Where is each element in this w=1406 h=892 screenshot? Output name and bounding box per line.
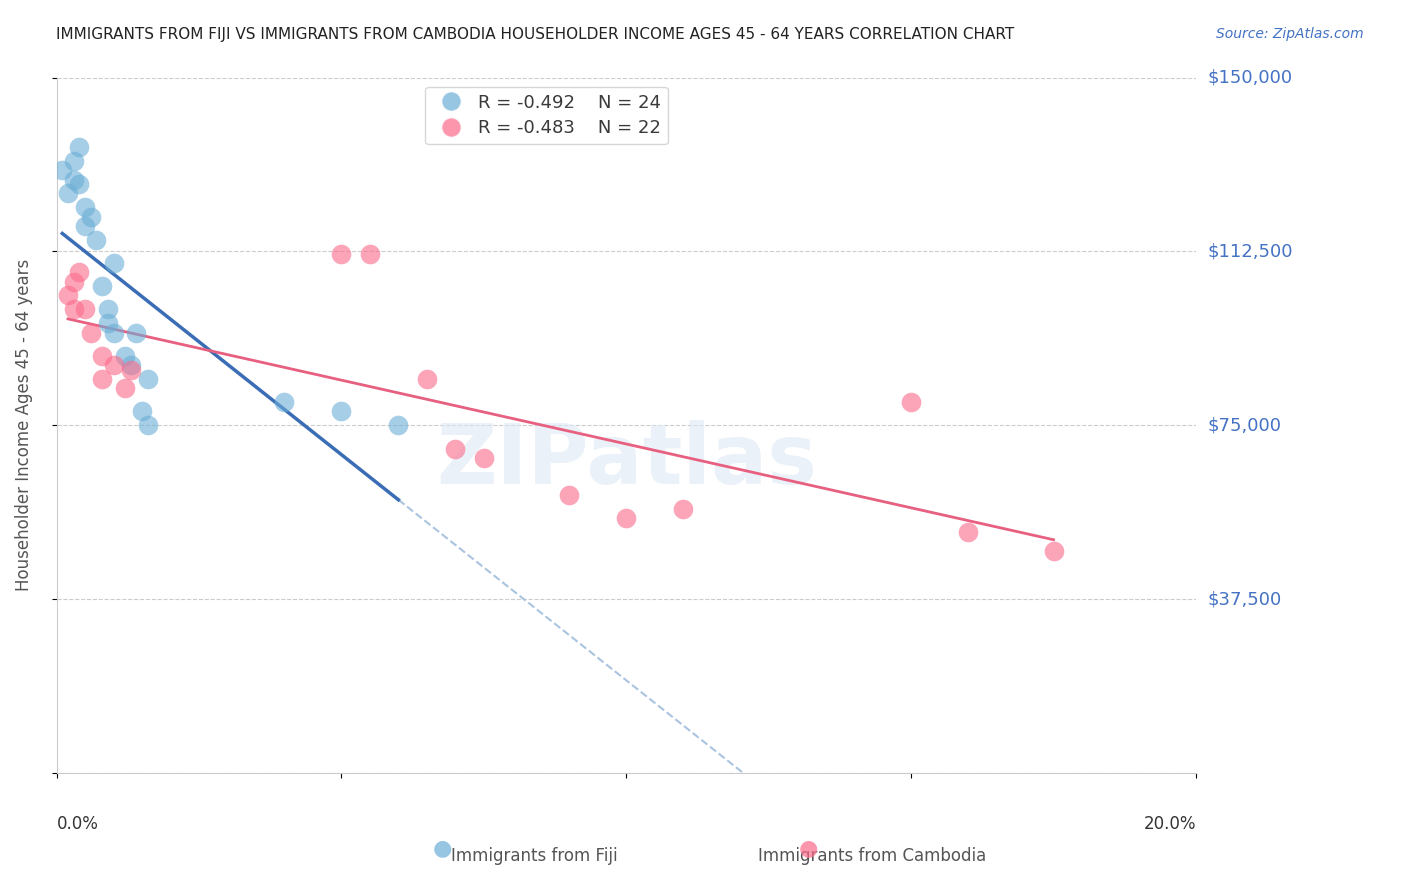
Point xyxy=(97,302,120,317)
Point xyxy=(558,488,581,502)
Point xyxy=(67,140,90,154)
Point xyxy=(62,302,84,317)
Point xyxy=(120,362,142,376)
Point xyxy=(444,442,467,456)
Point xyxy=(80,326,103,340)
Point xyxy=(51,163,73,178)
Point xyxy=(67,177,90,191)
Point xyxy=(56,186,79,201)
Point xyxy=(103,358,125,372)
Point xyxy=(330,246,353,260)
Point xyxy=(614,511,637,525)
Text: ●: ● xyxy=(433,838,453,858)
Point xyxy=(62,172,84,186)
Point xyxy=(136,418,159,433)
Point xyxy=(91,279,114,293)
Point xyxy=(114,349,136,363)
Point xyxy=(120,358,142,372)
Text: $150,000: $150,000 xyxy=(1208,69,1292,87)
Text: 20.0%: 20.0% xyxy=(1143,815,1197,833)
Point xyxy=(416,372,439,386)
Point xyxy=(97,316,120,330)
Text: 0.0%: 0.0% xyxy=(56,815,98,833)
Point xyxy=(387,418,409,433)
Text: Immigrants from Cambodia: Immigrants from Cambodia xyxy=(758,847,986,865)
Point xyxy=(273,395,295,409)
Point xyxy=(91,349,114,363)
Point xyxy=(80,210,103,224)
Point xyxy=(957,524,980,539)
Point xyxy=(103,256,125,270)
Point xyxy=(136,372,159,386)
Point xyxy=(359,246,381,260)
Point xyxy=(56,288,79,302)
Point xyxy=(75,200,97,214)
Point xyxy=(472,450,495,465)
Point xyxy=(67,265,90,279)
Point xyxy=(1042,543,1064,558)
Point xyxy=(91,372,114,386)
Text: ●: ● xyxy=(799,838,818,858)
Point xyxy=(75,302,97,317)
Text: IMMIGRANTS FROM FIJI VS IMMIGRANTS FROM CAMBODIA HOUSEHOLDER INCOME AGES 45 - 64: IMMIGRANTS FROM FIJI VS IMMIGRANTS FROM … xyxy=(56,27,1015,42)
Point xyxy=(75,219,97,233)
Text: Source: ZipAtlas.com: Source: ZipAtlas.com xyxy=(1216,27,1364,41)
Point xyxy=(103,326,125,340)
Point xyxy=(672,501,695,516)
Y-axis label: Householder Income Ages 45 - 64 years: Householder Income Ages 45 - 64 years xyxy=(15,260,32,591)
Text: Immigrants from Fiji: Immigrants from Fiji xyxy=(451,847,617,865)
Text: $37,500: $37,500 xyxy=(1208,591,1281,608)
Point xyxy=(131,404,153,418)
Point xyxy=(62,153,84,168)
Point xyxy=(86,233,108,247)
Legend: R = -0.492    N = 24, R = -0.483    N = 22: R = -0.492 N = 24, R = -0.483 N = 22 xyxy=(425,87,668,145)
Point xyxy=(330,404,353,418)
Point xyxy=(900,395,922,409)
Point xyxy=(125,326,148,340)
Point xyxy=(114,381,136,395)
Point xyxy=(62,275,84,289)
Text: $75,000: $75,000 xyxy=(1208,417,1281,434)
Text: ZIPatlas: ZIPatlas xyxy=(436,419,817,500)
Text: $112,500: $112,500 xyxy=(1208,243,1292,260)
